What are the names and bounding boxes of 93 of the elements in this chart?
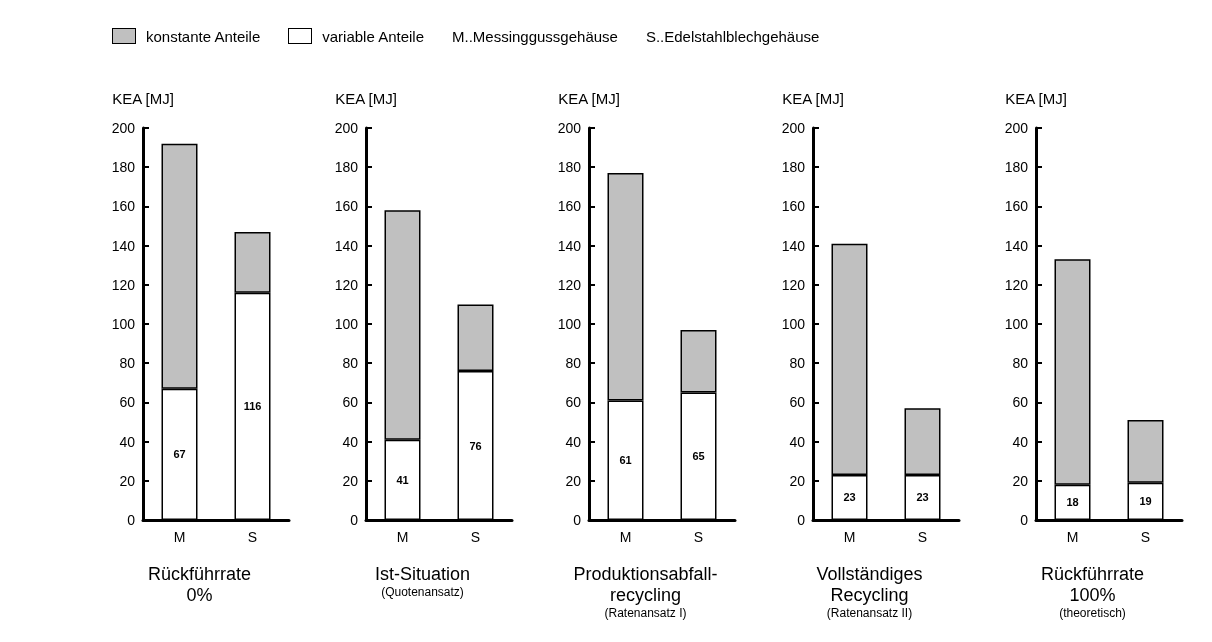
text: (Quotenansatz)	[381, 585, 465, 599]
x-tick-label: S	[247, 529, 258, 545]
y-tick-label: 160	[334, 198, 359, 215]
data-label: 41	[396, 473, 409, 486]
y-tick-label: 80	[565, 355, 582, 372]
x-tick-label: S	[1140, 529, 1150, 545]
y-tick-label: 0	[573, 512, 582, 528]
data-label: 23	[842, 491, 856, 504]
y-tick-label: 40	[789, 433, 805, 450]
y-tick-label: 180	[334, 159, 359, 176]
x-tick-label: M	[1066, 529, 1079, 545]
y-tick-label: 60	[119, 394, 136, 411]
y-tick-label: 140	[111, 237, 136, 254]
y-axis-title: KEA [MJ]	[1004, 90, 1067, 107]
data-label: 23	[915, 491, 929, 504]
legend-label: variable Anteile	[322, 27, 424, 45]
y-tick-label: 60	[1012, 394, 1029, 411]
data-label: 61	[619, 454, 633, 467]
y-tick-label: 80	[1012, 355, 1029, 372]
y-tick-label: 160	[111, 198, 136, 215]
y-tick-label: 180	[1004, 159, 1029, 176]
y-tick-label: 40	[119, 433, 136, 450]
text: (Ratenansatz I)	[604, 606, 687, 620]
y-tick-label: 140	[1004, 237, 1029, 254]
y-tick-label: 40	[342, 433, 359, 450]
x-tick-label: S	[917, 529, 927, 545]
y-tick-label: 100	[1004, 316, 1029, 332]
x-tick-label: S	[694, 529, 704, 545]
y-tick-label: 100	[781, 316, 805, 332]
text: M..Messinggussgehäuse	[452, 27, 618, 45]
text: Rückführrate 0%	[147, 563, 252, 605]
y-tick-label: 120	[558, 276, 582, 293]
x-tick-label: M	[396, 529, 409, 545]
y-tick-label: 180	[111, 159, 136, 176]
y-tick-label: 60	[789, 394, 805, 411]
y-tick-label: 120	[334, 276, 359, 293]
y-tick-label: 140	[558, 237, 582, 254]
y-tick-label: 40	[565, 433, 582, 450]
y-tick-label: 100	[334, 316, 359, 332]
y-tick-label: 80	[119, 355, 136, 372]
text: (theoretisch)	[1058, 606, 1126, 620]
data-label: 19	[1139, 495, 1152, 508]
x-tick-label: M	[173, 529, 186, 545]
data-label: 18	[1066, 496, 1079, 509]
y-tick-label: 160	[558, 198, 582, 215]
y-axis-title: KEA [MJ]	[558, 90, 621, 107]
text: Vollständiges Recycling	[816, 563, 923, 605]
y-tick-label: 200	[781, 120, 805, 136]
y-tick-label: 160	[1004, 198, 1029, 215]
y-axis-title: KEA [MJ]	[335, 90, 398, 107]
y-tick-label: 200	[334, 120, 359, 136]
text: Ist-Situation	[375, 563, 471, 584]
y-tick-label: 20	[565, 472, 582, 489]
y-tick-label: 200	[111, 120, 136, 136]
y-tick-label: 140	[781, 237, 805, 254]
y-axis-title: KEA [MJ]	[112, 90, 174, 107]
y-tick-label: 20	[119, 472, 136, 489]
y-tick-label: 20	[1012, 472, 1029, 489]
x-tick-label: M	[843, 529, 855, 545]
y-tick-label: 140	[334, 237, 359, 254]
text: Rückführrate 100%	[1040, 563, 1144, 605]
data-label: 116	[243, 400, 262, 413]
y-tick-label: 100	[558, 316, 582, 332]
y-tick-label: 20	[789, 472, 805, 489]
text: S..Edelstahlblechgehäuse	[645, 27, 820, 45]
y-tick-label: 120	[111, 276, 136, 293]
y-tick-label: 40	[1012, 433, 1029, 450]
x-tick-label: M	[620, 529, 632, 545]
legend-label: konstante Anteile	[146, 27, 261, 45]
y-tick-label: 180	[558, 159, 582, 176]
y-tick-label: 200	[558, 120, 582, 136]
text: Produktionsabfall- recycling	[573, 563, 718, 605]
y-tick-label: 60	[565, 394, 582, 411]
y-tick-label: 0	[1020, 512, 1029, 528]
text: (Ratenansatz II)	[826, 606, 912, 620]
y-tick-label: 0	[127, 512, 136, 528]
y-tick-label: 80	[342, 355, 359, 372]
data-label: 65	[692, 450, 706, 463]
data-label: 67	[173, 448, 186, 461]
y-tick-label: 20	[342, 472, 359, 489]
y-tick-label: 160	[781, 198, 805, 215]
x-tick-label: S	[471, 529, 481, 545]
y-tick-label: 120	[781, 276, 805, 293]
y-tick-label: 0	[796, 512, 805, 528]
y-tick-label: 100	[111, 316, 136, 332]
y-tick-label: 120	[1004, 276, 1029, 293]
y-tick-label: 0	[350, 512, 359, 528]
data-label: 76	[469, 439, 482, 452]
y-tick-label: 60	[342, 394, 359, 411]
y-tick-label: 200	[1004, 120, 1029, 136]
y-tick-label: 80	[789, 355, 805, 372]
y-axis-title: KEA [MJ]	[781, 90, 844, 107]
y-tick-label: 180	[781, 159, 805, 176]
